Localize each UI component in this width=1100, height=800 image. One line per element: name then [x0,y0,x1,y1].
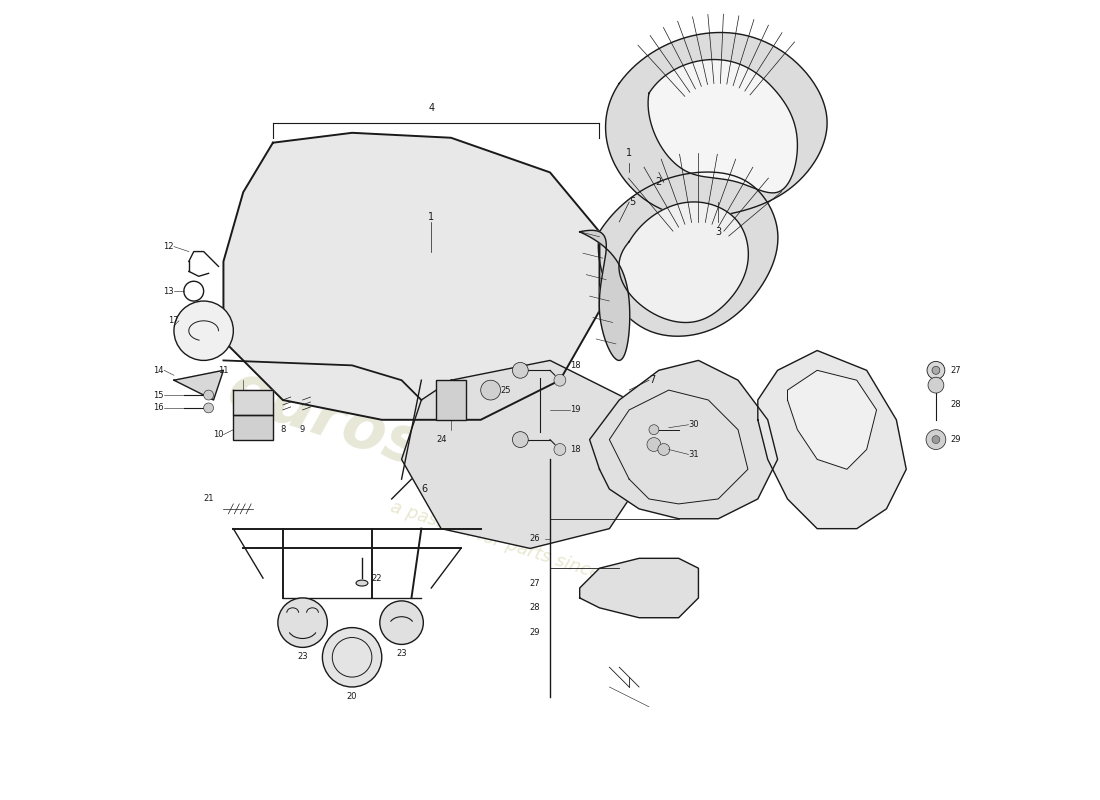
Circle shape [481,380,500,400]
Text: 11: 11 [218,366,229,375]
Text: 3: 3 [715,227,722,237]
Text: 8: 8 [280,425,286,434]
Polygon shape [174,370,223,400]
Text: 14: 14 [154,366,164,375]
Text: 22: 22 [372,574,383,582]
Circle shape [928,378,944,393]
Text: 18: 18 [570,361,581,370]
Polygon shape [223,133,600,420]
Circle shape [204,403,213,413]
Text: 16: 16 [153,403,164,413]
Ellipse shape [356,580,367,586]
Text: 20: 20 [346,692,358,701]
Circle shape [554,443,565,455]
Text: 15: 15 [154,390,164,399]
Circle shape [932,366,939,374]
Polygon shape [606,33,827,217]
Text: 29: 29 [529,628,540,637]
Text: 31: 31 [689,450,700,459]
Polygon shape [402,361,649,549]
Text: 18: 18 [570,445,581,454]
Circle shape [322,628,382,687]
Polygon shape [598,172,778,336]
Circle shape [379,601,424,645]
Circle shape [932,436,939,443]
Text: 24: 24 [436,434,447,444]
Text: 4: 4 [428,103,435,113]
Text: 5: 5 [629,197,636,207]
Polygon shape [788,370,877,470]
Text: 27: 27 [950,366,961,375]
Circle shape [513,432,528,447]
Polygon shape [580,230,630,361]
Text: 10: 10 [213,430,223,439]
Circle shape [513,362,528,378]
Text: 2: 2 [656,178,662,187]
Bar [437,380,466,420]
Circle shape [927,362,945,379]
Circle shape [554,374,565,386]
Text: 23: 23 [396,650,407,658]
Polygon shape [580,558,698,618]
Text: 17: 17 [168,316,179,326]
Text: 13: 13 [163,286,174,296]
Circle shape [926,430,946,450]
Circle shape [658,443,670,455]
Text: 9: 9 [300,425,305,434]
Text: 12: 12 [164,242,174,251]
Text: 25: 25 [500,386,512,394]
Circle shape [647,438,661,451]
Text: 6: 6 [421,484,428,494]
Text: 29: 29 [950,435,961,444]
Polygon shape [648,59,798,193]
Text: 21: 21 [204,494,213,503]
Text: 28: 28 [529,603,540,612]
Text: 1: 1 [626,147,632,158]
Text: 7: 7 [649,375,656,386]
Polygon shape [619,202,748,322]
Text: a passion for parts since 1985: a passion for parts since 1985 [388,498,652,599]
Text: 28: 28 [950,401,961,410]
Text: 19: 19 [570,406,581,414]
Polygon shape [233,390,273,415]
Polygon shape [758,350,906,529]
Text: 23: 23 [297,652,308,662]
Circle shape [649,425,659,434]
Polygon shape [590,361,778,518]
Bar [233,415,273,439]
Circle shape [278,598,328,647]
Text: eurospares: eurospares [220,358,623,542]
Circle shape [204,390,213,400]
Text: 1: 1 [428,212,435,222]
Circle shape [174,301,233,361]
Text: 27: 27 [529,578,540,587]
Text: 26: 26 [529,534,540,543]
Text: 30: 30 [689,420,700,430]
